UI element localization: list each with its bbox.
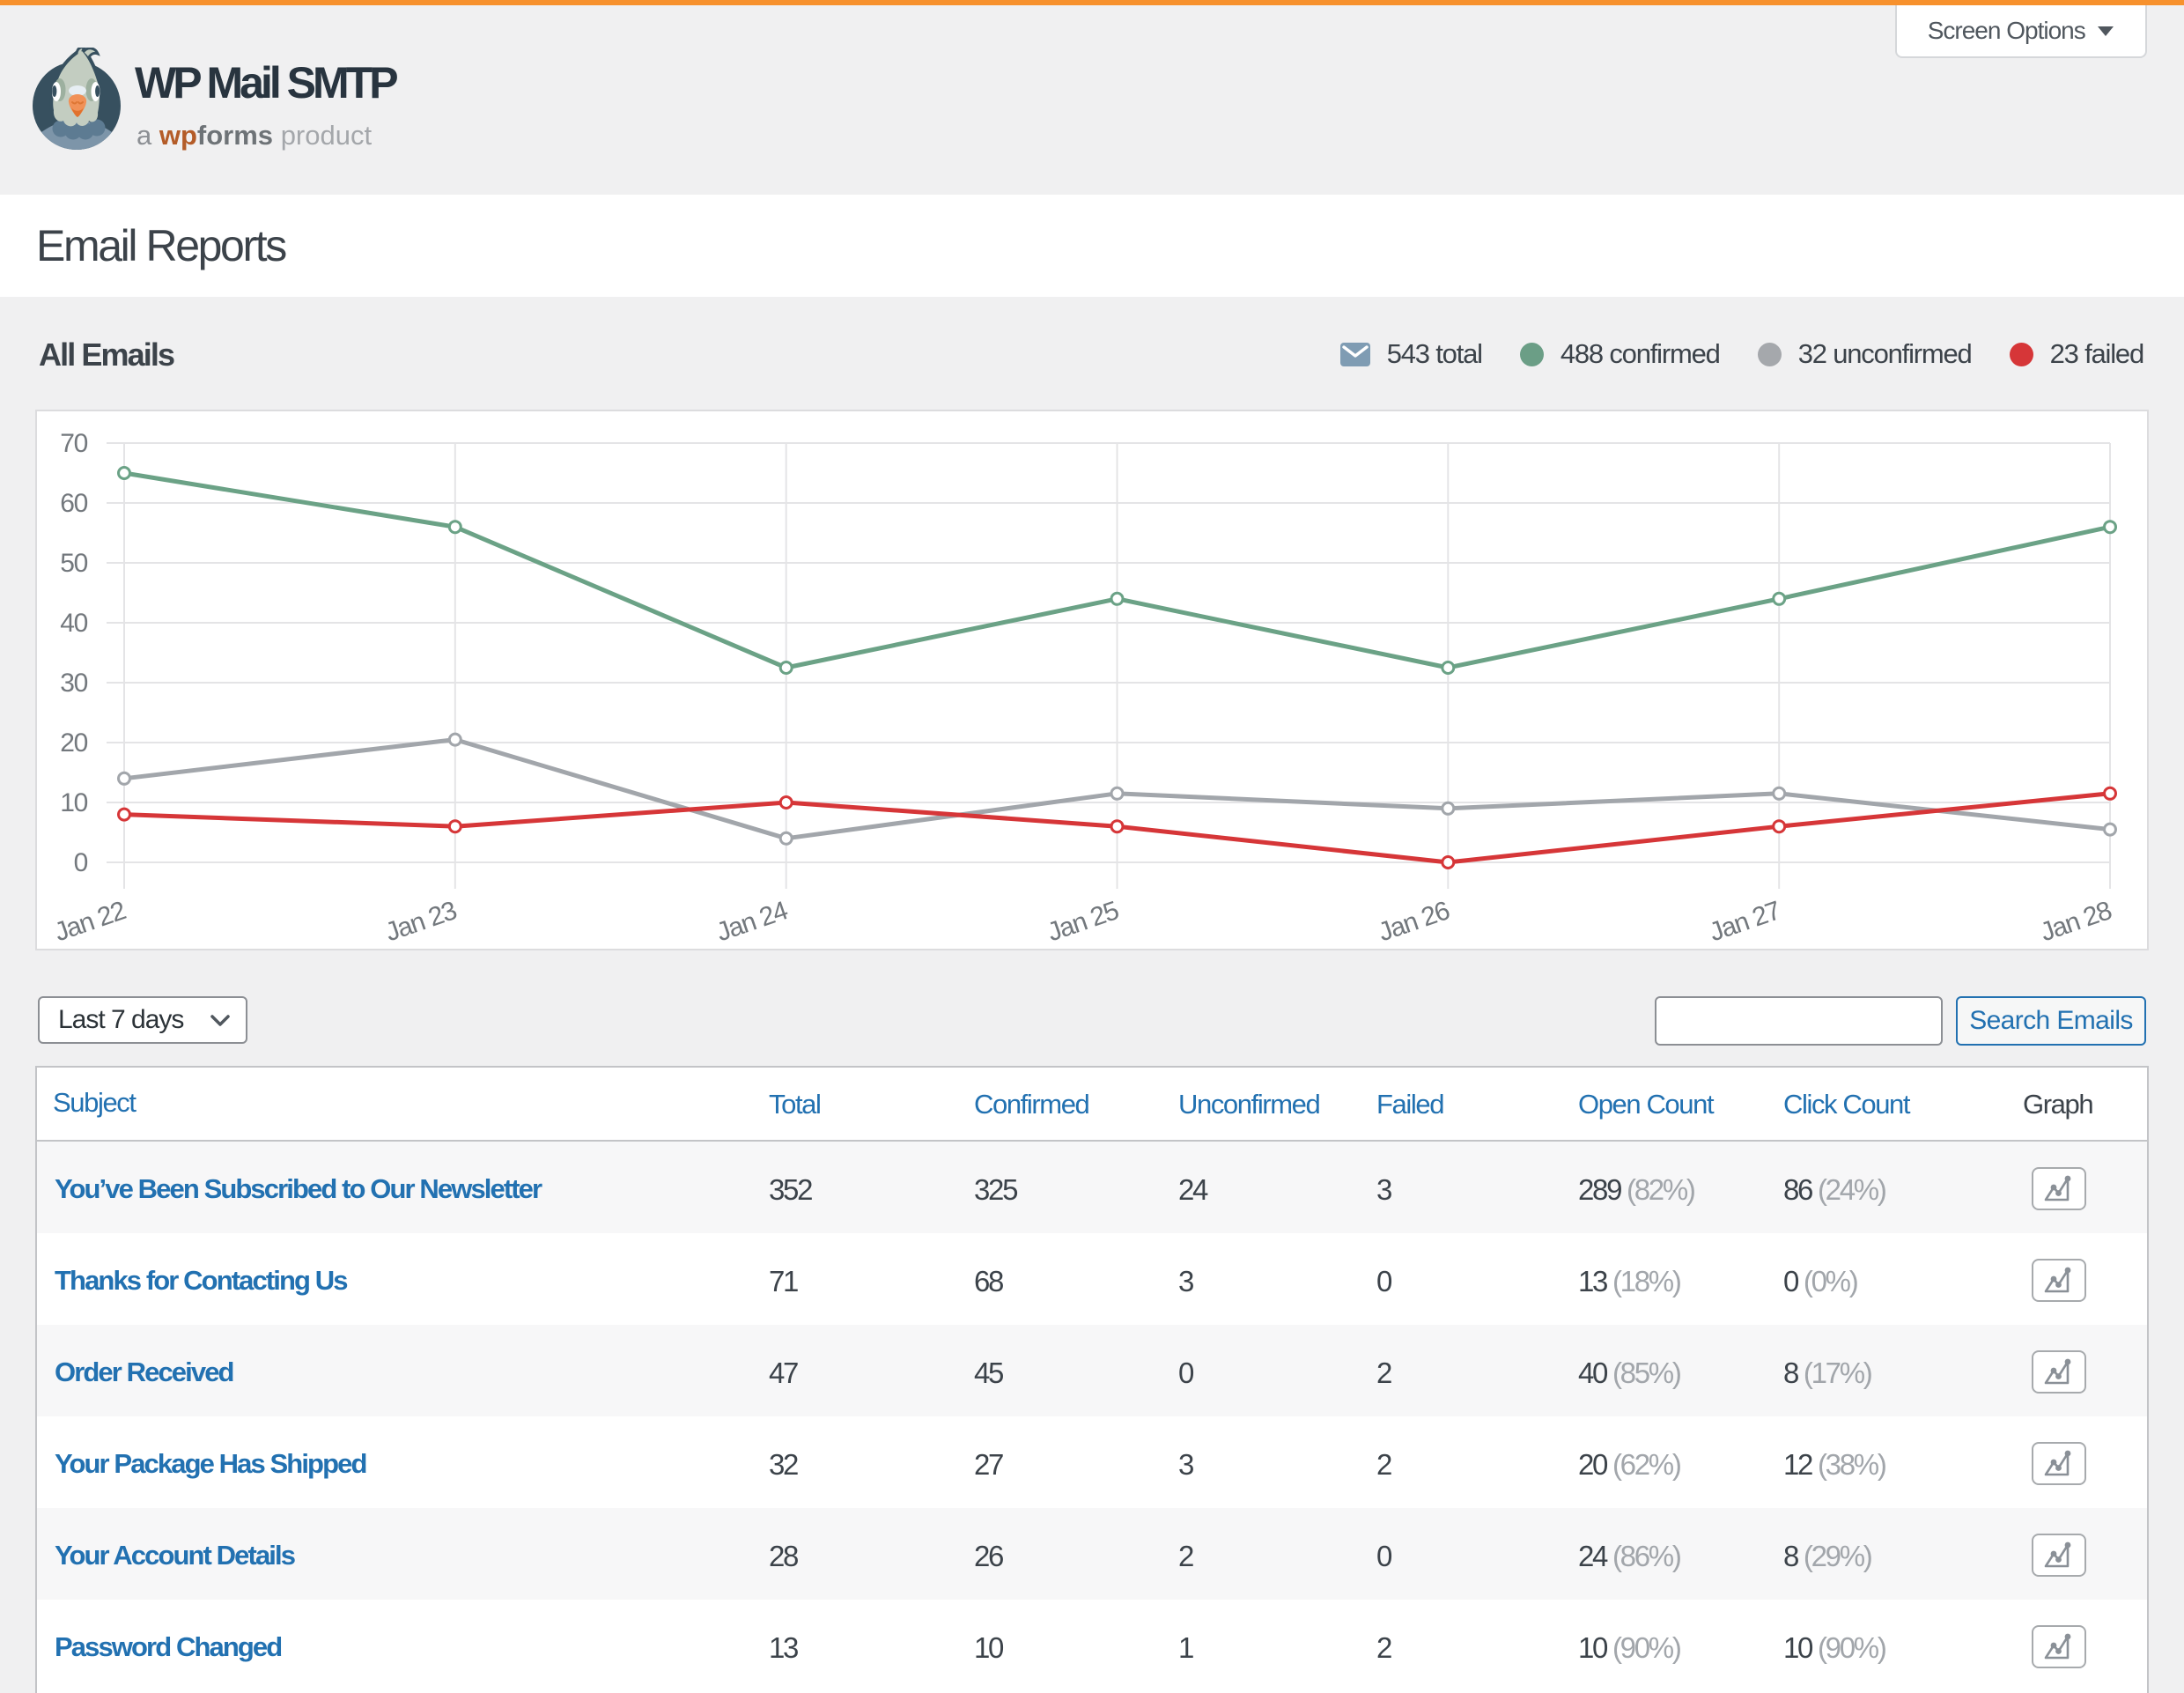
svg-text:Jan 24: Jan 24	[712, 896, 791, 947]
svg-text:30: 30	[60, 669, 87, 698]
svg-text:70: 70	[60, 429, 87, 458]
svg-text:20: 20	[60, 728, 87, 758]
svg-text:60: 60	[60, 489, 87, 518]
svg-text:Jan 23: Jan 23	[382, 896, 461, 947]
svg-text:10: 10	[60, 788, 87, 817]
svg-text:Jan 25: Jan 25	[1044, 896, 1122, 947]
svg-text:40: 40	[60, 609, 87, 638]
svg-text:Jan 22: Jan 22	[51, 896, 129, 947]
svg-text:50: 50	[60, 549, 87, 578]
svg-text:0: 0	[74, 848, 88, 877]
svg-text:Jan 28: Jan 28	[2037, 896, 2115, 947]
svg-text:Jan 26: Jan 26	[1375, 896, 1453, 947]
svg-text:Jan 27: Jan 27	[1706, 896, 1784, 947]
